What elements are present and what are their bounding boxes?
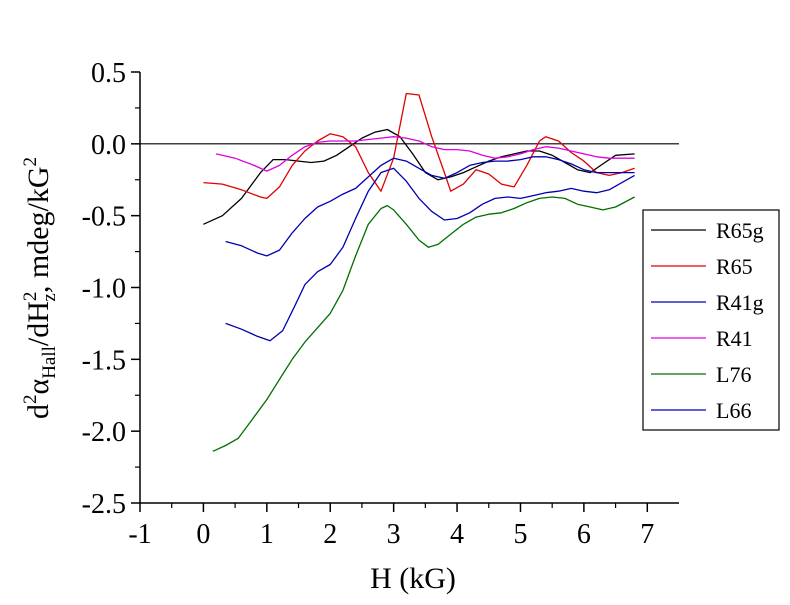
series-line-l76 (212, 196, 635, 452)
x-tick-label: 5 (513, 519, 527, 550)
x-tick-label: -1 (128, 519, 151, 550)
x-tick-label: 2 (323, 519, 337, 550)
legend-label: R65g (716, 218, 764, 243)
axes: -1 0 1 2 3 4 5 6 7 0.5 0.0 -0.5 -1.0 -1.5 -2.0 -2.5 (82, 58, 679, 550)
y-tick-label: 0.0 (91, 130, 126, 161)
y-tick-label: -1.5 (82, 345, 126, 376)
legend-label: R65 (716, 254, 753, 279)
x-tick-label: 4 (450, 519, 464, 550)
x-tick-label: 7 (640, 519, 654, 550)
y-tick-label: -0.5 (82, 202, 126, 233)
y-tick-label: 0.5 (91, 58, 126, 89)
x-tick-label: 6 (577, 519, 591, 550)
x-axis-title: H (kG) (370, 562, 456, 595)
legend-label: R41 (716, 326, 753, 351)
y-axis-title: d2αHall/dH2z, mdeg/kG2 (20, 157, 60, 419)
y-tick-label: -1.0 (82, 274, 126, 305)
x-tick-label: 1 (260, 519, 274, 550)
series-line-r65 (203, 92, 635, 200)
series-line-r41g (225, 156, 635, 257)
series-line-l66 (225, 167, 635, 342)
series-line-r41 (215, 136, 635, 172)
y-tick-label: -2.0 (82, 417, 126, 448)
series-layer (203, 92, 635, 452)
x-tick-label: 3 (387, 519, 401, 550)
legend-label: L76 (716, 362, 751, 387)
legend-box (642, 209, 780, 431)
legend-label: R41g (716, 290, 764, 315)
y-tick-label: -2.5 (82, 489, 126, 520)
legend: R65g R65 R41g R41 L76 L66 (642, 209, 780, 431)
x-tick-label: 0 (196, 519, 210, 550)
legend-label: L66 (716, 398, 751, 423)
